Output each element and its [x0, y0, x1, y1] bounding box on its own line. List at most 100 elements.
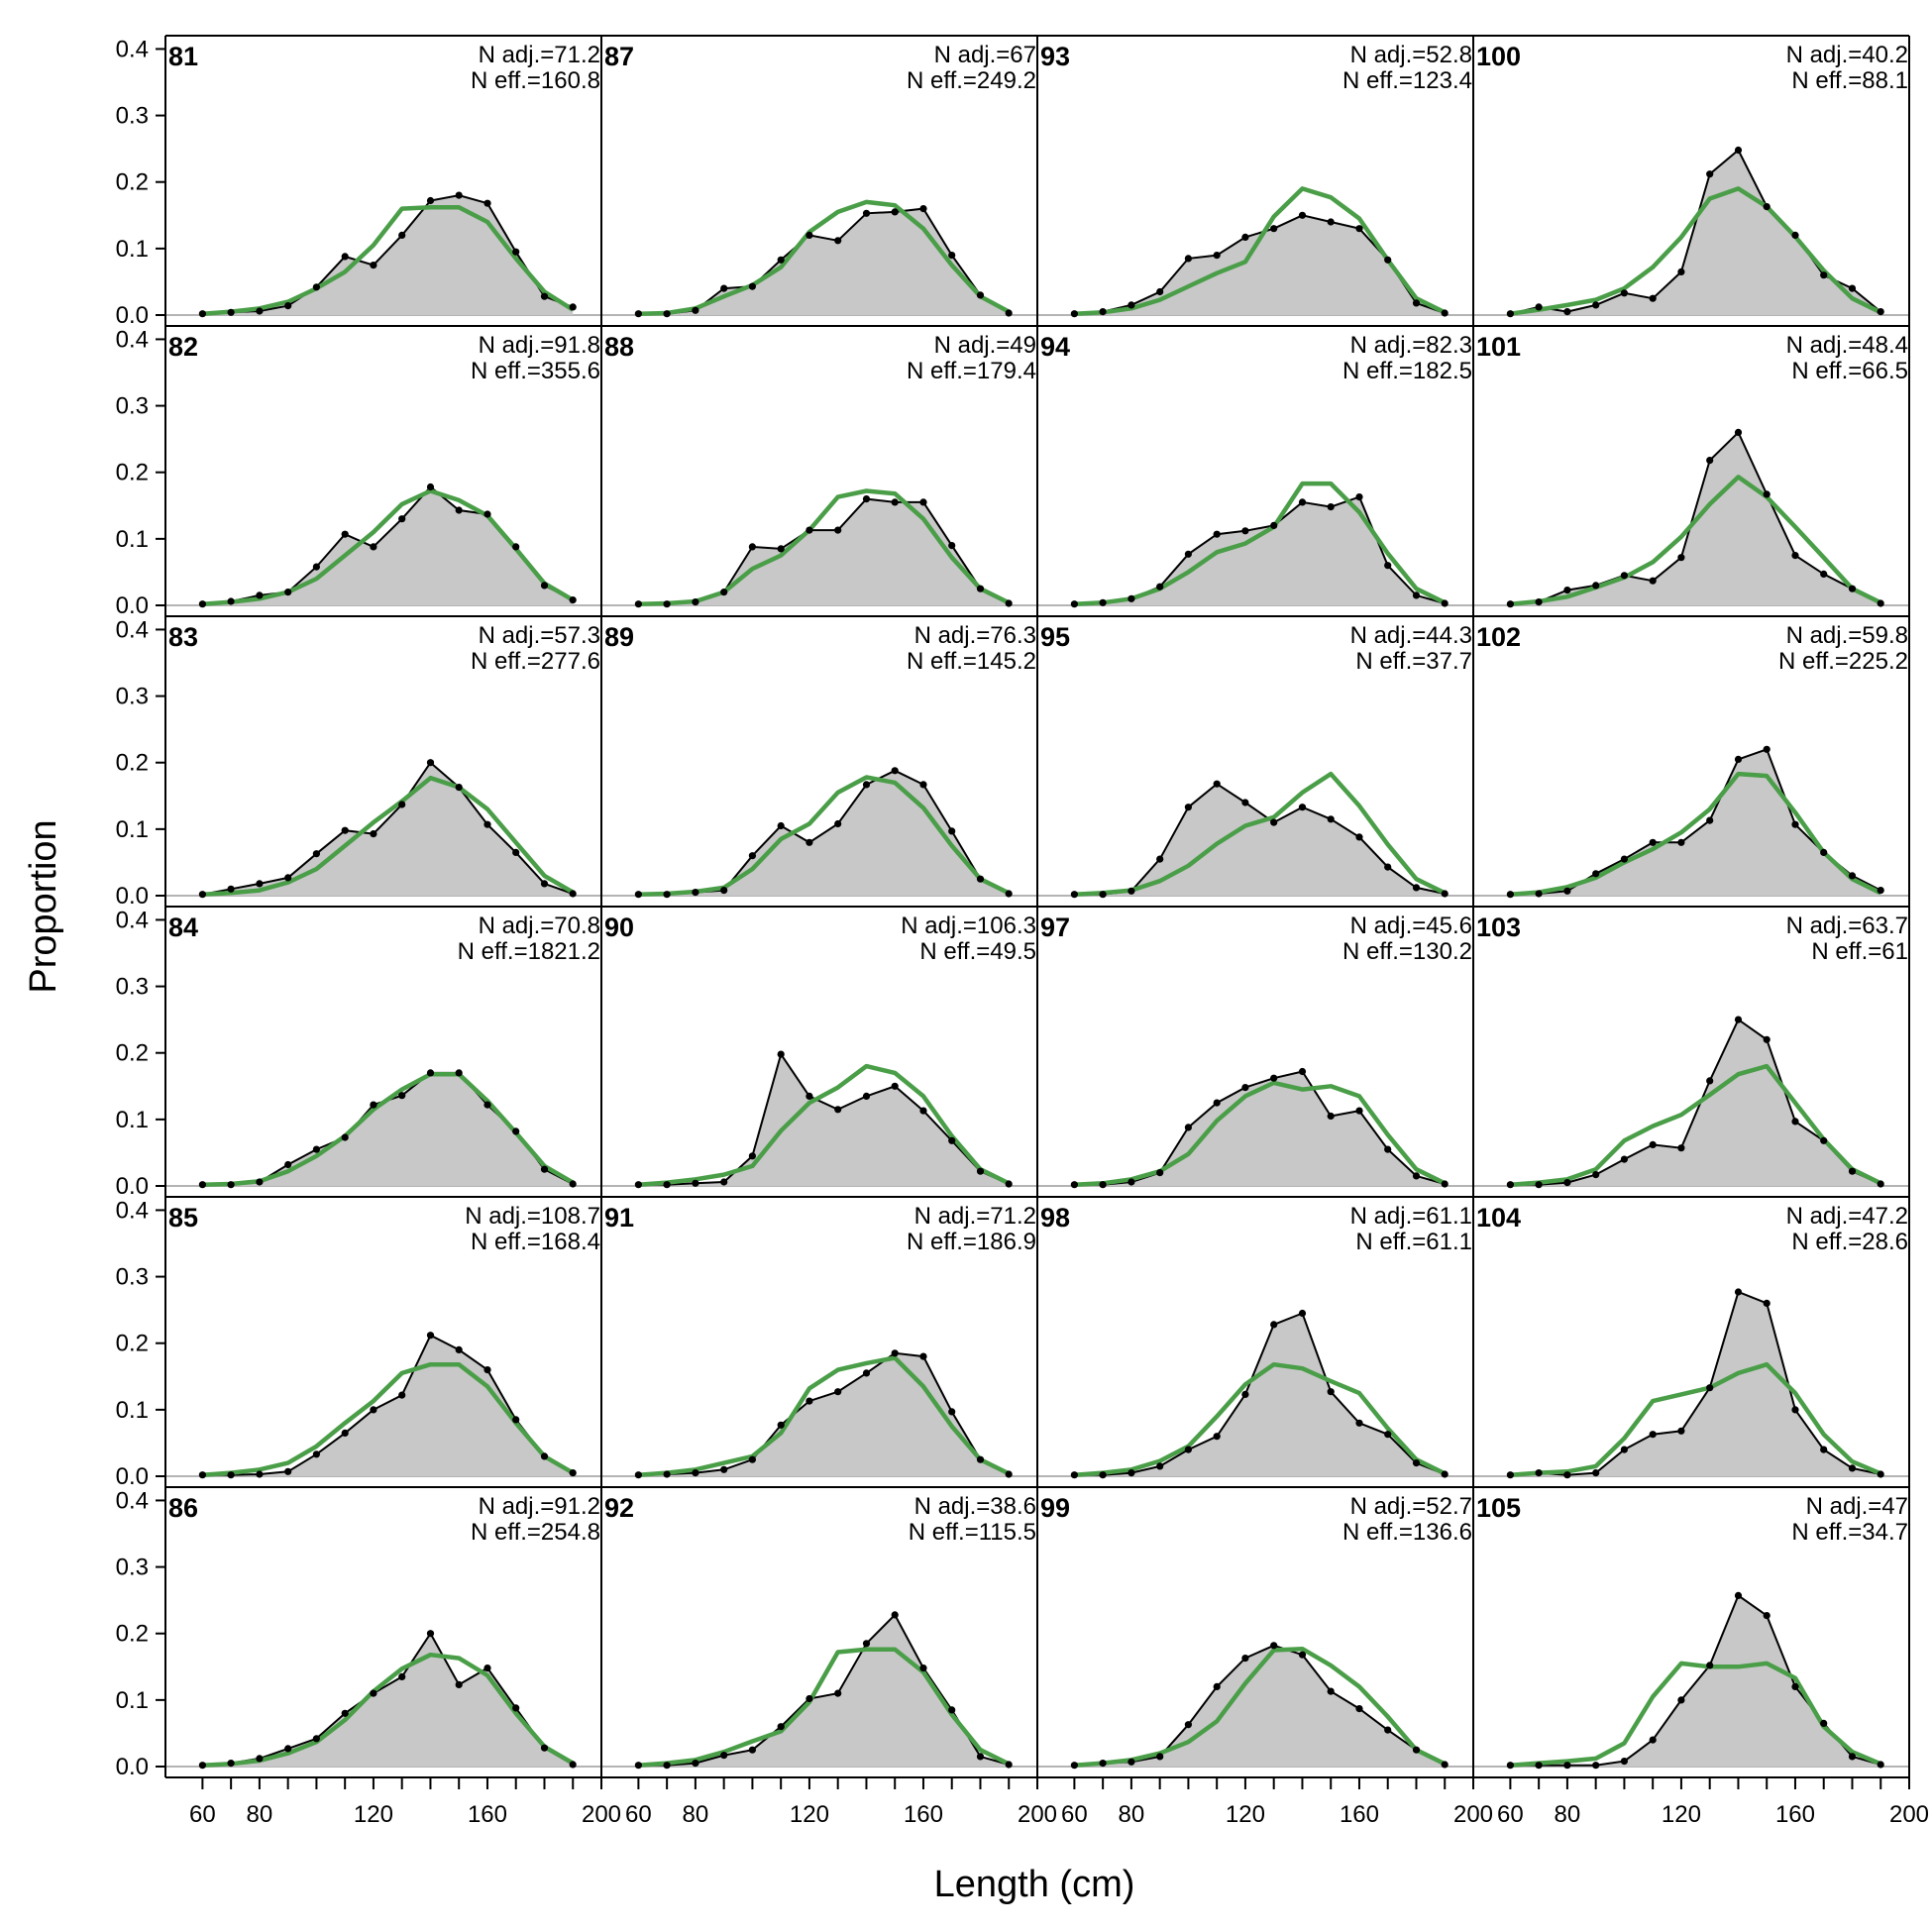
observed-point [1127, 887, 1135, 895]
observed-point [720, 589, 728, 596]
observed-area [1074, 784, 1446, 896]
observed-line [202, 1631, 574, 1767]
panel-99: 99 N adj.=52.7N eff.=136.6 [1037, 1493, 1473, 1770]
observed-point [1213, 1433, 1221, 1441]
y-tick-label: 0.1 [116, 816, 149, 843]
n-adj-label: N adj.=61.1 [1350, 1203, 1472, 1230]
observed-point [1099, 1181, 1107, 1189]
observed-point [862, 1640, 871, 1648]
observed-point [426, 1332, 435, 1340]
panel-label: 89 [604, 622, 634, 652]
x-tick-label: 120 [1662, 1801, 1701, 1828]
x-axis-title: Length (cm) [934, 1864, 1135, 1905]
observed-point [805, 1397, 813, 1405]
observed-point [1412, 1459, 1421, 1467]
observed-point [284, 1467, 292, 1475]
panel-90: 90 N adj.=106.3N eff.=49.5 [601, 912, 1037, 1189]
observed-point [398, 801, 406, 808]
observed-point [1298, 1651, 1307, 1659]
observed-point [1355, 1705, 1363, 1713]
observed-point [777, 256, 785, 264]
observed-point [1677, 554, 1685, 562]
panel-label: 100 [1476, 42, 1521, 71]
observed-point [663, 310, 671, 318]
panel-label: 86 [168, 1493, 198, 1523]
observed-point [1241, 1655, 1249, 1663]
observed-point [692, 889, 699, 897]
observed-point [1099, 1760, 1107, 1768]
observed-point [1099, 598, 1107, 606]
observed-point [569, 303, 577, 311]
observed-point [862, 495, 871, 503]
observed-point [1355, 1107, 1363, 1115]
panel-label: 91 [604, 1203, 634, 1233]
observed-point [1706, 1077, 1714, 1085]
observed-point [634, 891, 643, 899]
observed-point [891, 498, 899, 506]
observed-point [1791, 820, 1799, 828]
observed-point [805, 1092, 813, 1100]
observed-point [976, 291, 985, 299]
n-adj-label: N adj.=59.8 [1786, 622, 1908, 649]
observed-area [1074, 1645, 1446, 1767]
panel-label: 90 [604, 912, 634, 942]
observed-point [455, 1069, 463, 1077]
x-tick-label: 80 [247, 1801, 273, 1828]
observed-point [540, 1744, 549, 1752]
observed-point [1156, 1753, 1164, 1761]
expected-line [1510, 1361, 1882, 1477]
observed-point [1763, 745, 1771, 753]
observed-point [455, 1345, 463, 1353]
panel-98: 98 N adj.=61.1N eff.=61.1 [1037, 1203, 1473, 1479]
observed-point [1877, 308, 1884, 316]
n-eff-label: N eff.=61 [1811, 938, 1908, 965]
x-tick-label: 160 [1340, 1801, 1379, 1828]
observed-point [1763, 1035, 1771, 1043]
n-eff-label: N eff.=136.6 [1342, 1519, 1472, 1546]
observed-area [202, 1335, 574, 1476]
observed-point [805, 526, 813, 534]
n-adj-label: N adj.=57.3 [479, 622, 600, 649]
observed-point [1877, 887, 1884, 895]
n-adj-label: N adj.=67 [934, 42, 1036, 68]
observed-point [1734, 428, 1743, 436]
observed-point [1592, 870, 1600, 878]
observed-point [569, 596, 577, 604]
observed-point [976, 875, 985, 883]
observed-point [1184, 1446, 1192, 1453]
observed-point [1384, 256, 1392, 264]
x-tick-label: 80 [1119, 1801, 1145, 1828]
observed-point [1384, 1145, 1392, 1153]
observed-point [634, 1762, 643, 1770]
y-tick-label: 0.2 [116, 1040, 149, 1067]
n-eff-label: N eff.=254.8 [471, 1519, 600, 1546]
n-eff-label: N eff.=145.2 [907, 648, 1036, 675]
observed-point [284, 874, 292, 882]
x-tick-label: 200 [1453, 1801, 1493, 1828]
observed-point [1820, 1446, 1828, 1453]
expected-line [202, 204, 575, 316]
observed-point [1327, 1112, 1335, 1121]
observed-point [1184, 1124, 1192, 1131]
observed-line [1074, 1312, 1446, 1476]
observed-point [1005, 1180, 1013, 1188]
observed-point [1848, 872, 1857, 880]
observed-point [370, 262, 377, 269]
observed-point [341, 1709, 349, 1717]
panel-100: 100 N adj.=40.2N eff.=88.1 [1473, 42, 1909, 318]
observed-point [1563, 1179, 1571, 1187]
observed-line [202, 761, 574, 896]
observed-point [227, 1471, 235, 1479]
observed-point [919, 1107, 927, 1115]
panel-93: 93 N adj.=52.8N eff.=123.4 [1037, 42, 1473, 318]
observed-point [1270, 1642, 1278, 1650]
n-adj-label: N adj.=71.2 [479, 42, 600, 68]
observed-area [1510, 1020, 1881, 1186]
panel-104: 104 N adj.=47.2N eff.=28.6 [1473, 1203, 1909, 1479]
observed-point [919, 781, 927, 789]
observed-point [948, 827, 956, 835]
observed-point [483, 199, 491, 207]
observed-point [1535, 1469, 1543, 1477]
observed-point [1384, 1431, 1392, 1439]
observed-area [1510, 749, 1881, 896]
